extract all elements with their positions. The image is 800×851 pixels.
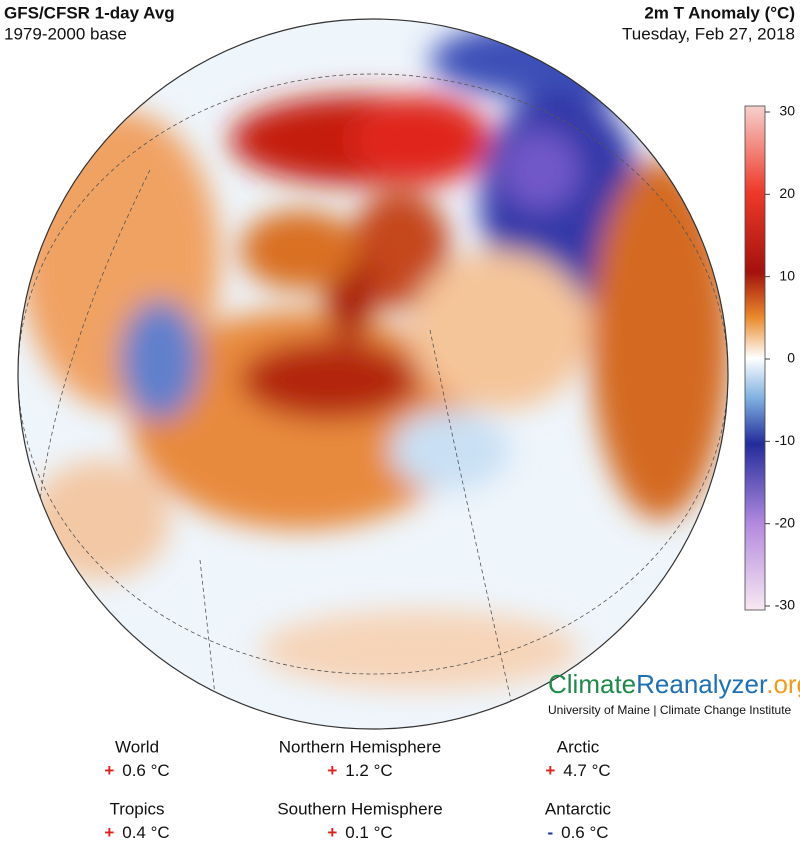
stat-number: 1.2 °C xyxy=(345,761,392,780)
stat-number: 4.7 °C xyxy=(563,761,610,780)
stat-sign: + xyxy=(327,823,337,842)
stat-label: Northern Hemisphere xyxy=(279,737,442,756)
title: GFS/CFSR 1-day Avg xyxy=(4,3,175,22)
colorbar-tick-label: -20 xyxy=(775,514,795,530)
stat-number: 0.4 °C xyxy=(122,823,169,842)
colorbar-tick-label: -30 xyxy=(775,597,795,613)
colorbar xyxy=(744,105,766,611)
stat-label: Arctic xyxy=(557,737,600,756)
logo-reanalyzer: Reanalyzer xyxy=(636,669,768,699)
logo: ClimateReanalyzer.org xyxy=(548,669,800,699)
stat-sign: + xyxy=(545,761,555,780)
logo-credit: University of Maine | Climate Change Ins… xyxy=(548,703,792,717)
stat-label: World xyxy=(115,737,159,756)
globe-outline xyxy=(17,18,729,730)
stat-value: -0.6 °C xyxy=(547,823,608,842)
stat-sign: + xyxy=(104,823,114,842)
stat-number: 0.6 °C xyxy=(122,761,169,780)
stat-value: +4.7 °C xyxy=(545,761,610,780)
colorbar-tick-label: 20 xyxy=(779,185,795,201)
variable: 2m T Anomaly (°C) xyxy=(644,3,795,22)
stat-label: Antarctic xyxy=(545,799,612,818)
stat-value: +1.2 °C xyxy=(327,761,392,780)
logo-org: .org xyxy=(766,669,800,699)
stat-sign: + xyxy=(104,761,114,780)
stat-number: 0.1 °C xyxy=(345,823,392,842)
date: Tuesday, Feb 27, 2018 xyxy=(622,24,795,43)
stat-number: 0.6 °C xyxy=(561,823,608,842)
stat-value: +0.6 °C xyxy=(104,761,169,780)
logo-climate: Climate xyxy=(548,669,636,699)
stat-label: Southern Hemisphere xyxy=(277,799,442,818)
stat-sign: - xyxy=(547,823,553,842)
stat-label: Tropics xyxy=(109,799,164,818)
stat-value: +0.1 °C xyxy=(327,823,392,842)
colorbar-tick-label: 0 xyxy=(787,350,795,366)
colorbar-tick-label: 10 xyxy=(779,267,795,283)
colorbar-tick-label: -10 xyxy=(775,432,795,448)
base-period: 1979-2000 base xyxy=(4,24,127,43)
stat-value: +0.4 °C xyxy=(104,823,169,842)
stat-sign: + xyxy=(327,761,337,780)
colorbar-tick-label: 30 xyxy=(779,103,795,119)
